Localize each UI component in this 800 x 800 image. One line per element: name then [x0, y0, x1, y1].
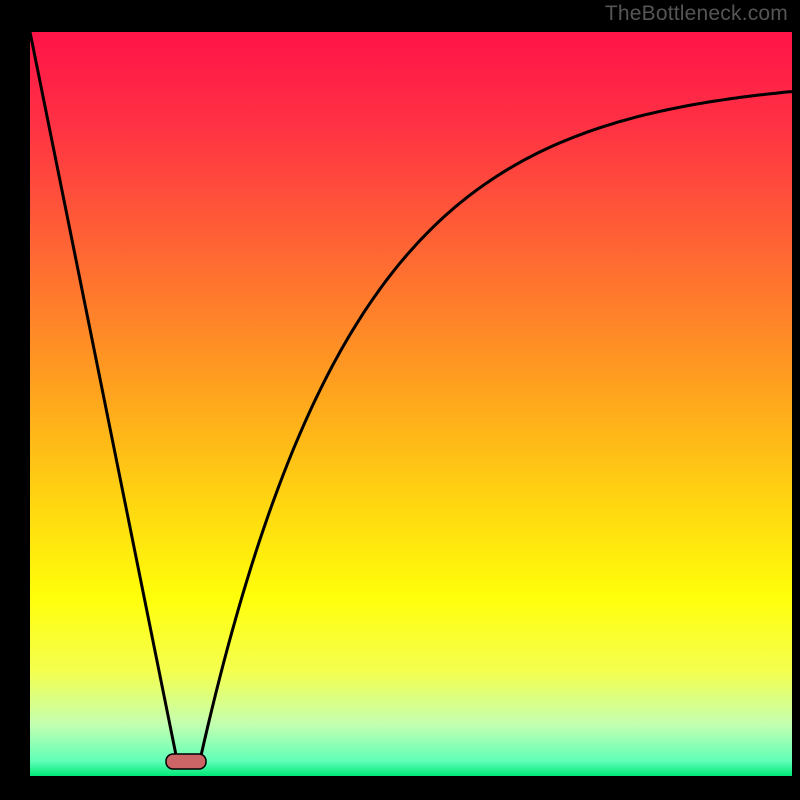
optimum-marker: [166, 754, 206, 769]
watermark-text: TheBottleneck.com: [605, 2, 788, 26]
frame-bottom: [0, 776, 800, 800]
frame-left: [0, 0, 30, 800]
plot-background: [30, 32, 792, 776]
bottleneck-chart: [0, 0, 800, 800]
frame-right: [792, 0, 800, 800]
chart-container: TheBottleneck.com: [0, 0, 800, 800]
